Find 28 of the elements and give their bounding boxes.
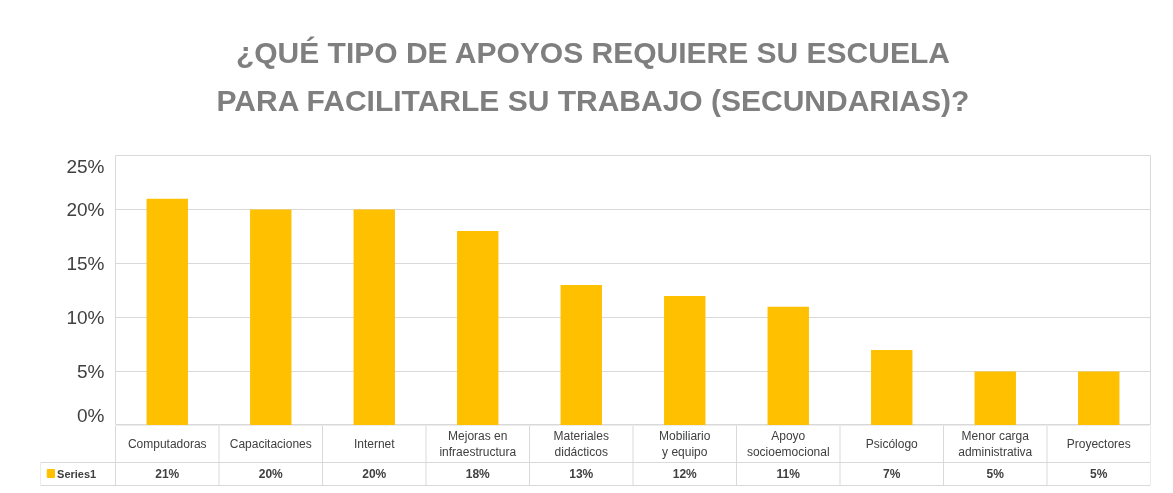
chart-title: ¿QUÉ TIPO DE APOYOS REQUIERE SU ESCUELA PARA FACILITARLE SU TRABAJO (SECUNDARIAS)? xyxy=(216,36,970,117)
x-tick-label: Psicólogo xyxy=(865,436,919,451)
data-label: 5% xyxy=(1090,466,1108,481)
data-label: 21% xyxy=(155,466,180,481)
x-tick-label: Mobiliario y equipo xyxy=(659,428,711,459)
data-label: 20% xyxy=(258,466,284,481)
x-tick-label: Mejoras en infraestructura xyxy=(439,428,517,459)
x-tick-label: Materiales didácticos xyxy=(553,428,609,459)
y-tick-label: 20% xyxy=(66,199,105,220)
x-tick-label: Computadoras xyxy=(127,436,207,451)
y-tick-label: 25% xyxy=(66,155,105,177)
x-tick-label: Menor carga administrativa xyxy=(958,428,1033,459)
data-label: 11% xyxy=(776,466,801,481)
data-label: 12% xyxy=(672,466,698,481)
y-tick-label: 15% xyxy=(66,253,105,274)
x-tick-label: Internet xyxy=(353,436,396,451)
x-tick-label: Proyectores xyxy=(1066,436,1131,451)
data-label: 7% xyxy=(883,466,901,481)
y-tick-label: 10% xyxy=(66,307,105,328)
y-tick-label: 0% xyxy=(77,404,105,426)
y-tick-label: 5% xyxy=(77,361,105,382)
legend-label: Series1 xyxy=(57,467,97,480)
data-label: 20% xyxy=(362,466,387,481)
x-tick-label: Capacitaciones xyxy=(229,436,312,451)
data-label: 18% xyxy=(465,466,491,481)
data-label: 5% xyxy=(986,466,1005,481)
data-label: 13% xyxy=(569,466,594,481)
x-tick-label: Apoyo socioemocional xyxy=(746,428,830,459)
